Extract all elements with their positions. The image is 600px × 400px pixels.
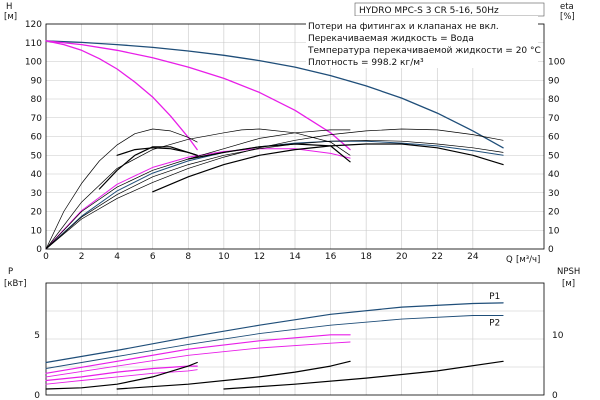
- x-tick-label: 16: [325, 252, 337, 262]
- bottom-y-right-name: NPSH: [557, 267, 580, 277]
- x-tick-label: 20: [396, 252, 408, 262]
- top-y-right-tick-label: 80: [548, 95, 560, 105]
- top-y-right-tick-label: 70: [548, 114, 560, 124]
- info-note-3: Температура перекачиваемой жидкости = 20…: [307, 46, 541, 56]
- bottom-y-right-tick-label: 10: [552, 331, 564, 341]
- top-y-left-tick-label: 80: [31, 95, 43, 105]
- top-curve-10: [45, 128, 351, 250]
- bottom-curve-8: [223, 360, 504, 390]
- top-curve-9: [45, 129, 351, 250]
- bottom-curve-6: [45, 361, 198, 390]
- bottom-y-left-tick-label: 0: [34, 391, 40, 400]
- x-axis-unit: [м³/ч]: [516, 255, 540, 265]
- top-y-right-tick-label: 50: [548, 151, 560, 161]
- x-tick-label: 14: [289, 252, 301, 262]
- x-tick-label: 0: [43, 252, 49, 262]
- series-label-p1: P1: [489, 292, 500, 302]
- bottom-curve-0: [45, 302, 504, 364]
- top-y-left-tick-label: 90: [31, 76, 43, 86]
- top-y-left-tick-label: 60: [31, 133, 43, 143]
- x-tick-label: 8: [185, 252, 191, 262]
- top-curve-2: [45, 40, 198, 151]
- top-y-left-unit: [м]: [4, 12, 17, 22]
- bottom-series-group: P1 P2: [45, 292, 504, 390]
- top-y-left-tick-label: 50: [31, 151, 43, 161]
- bottom-grid: [45, 283, 544, 395]
- top-y-right-name: eta: [560, 2, 574, 12]
- chart-title: HYDRO MPC-S 3 CR 5-16, 50Hz: [359, 6, 499, 16]
- bottom-curve-7: [116, 360, 351, 390]
- top-y-right-tick-label: 0: [548, 245, 554, 255]
- top-y-left-tick-label: 110: [25, 39, 42, 49]
- bottom-curve-2: [45, 334, 351, 374]
- x-tick-label: 10: [218, 252, 230, 262]
- x-tick-label: 24: [467, 252, 479, 262]
- top-curve-3: [45, 140, 504, 250]
- top-y-left-tick-label: 20: [31, 208, 43, 218]
- top-curve-1: [45, 40, 351, 151]
- x-tick-label: 4: [114, 252, 120, 262]
- top-curve-4: [45, 148, 351, 250]
- top-plot-frame: [45, 23, 545, 250]
- top-y-right-tick-label: 30: [548, 189, 560, 199]
- top-curve-0: [45, 40, 504, 149]
- top-curve-12: [45, 139, 504, 250]
- top-y-right-tick-label: 40: [548, 170, 560, 180]
- top-curve-7: [98, 146, 198, 190]
- top-y-left-tick-label: 30: [31, 189, 43, 199]
- x-tick-label: 12: [254, 252, 265, 262]
- bottom-curve-5: [45, 369, 198, 385]
- x-tick-label: 6: [150, 252, 156, 262]
- bottom-y-left-unit: [кВт]: [4, 279, 27, 289]
- top-y-right-tick-label: 90: [548, 76, 560, 86]
- top-curve-13: [45, 128, 504, 250]
- x-axis-name: Q: [506, 255, 513, 265]
- top-y-left-name: H: [6, 2, 12, 12]
- top-tick-labels: 0 2 4 6 8 10 12 14 16 18 20 22 240102030405060708090…: [25, 20, 566, 262]
- bottom-y-left-name: P: [8, 267, 13, 277]
- top-curve-6: [45, 128, 198, 250]
- top-y-right-tick-label: 10: [548, 226, 560, 236]
- top-y-left-tick-label: 100: [25, 58, 42, 68]
- x-tick-label: 2: [79, 252, 85, 262]
- top-y-right-tick-label: 100: [548, 58, 565, 68]
- top-y-left-tick-label: 0: [36, 245, 42, 255]
- bottom-y-right-tick-label: 0: [552, 391, 558, 400]
- info-note-4: Плотность = 998.2 кг/м³: [308, 58, 424, 68]
- top-y-left-tick-label: 40: [31, 170, 43, 180]
- top-curve-11: [152, 143, 504, 193]
- x-tick-label: 18: [360, 252, 372, 262]
- x-tick-label: 22: [432, 252, 443, 262]
- top-y-left-tick-label: 70: [31, 114, 43, 124]
- series-label-p2: P2: [489, 319, 500, 329]
- bottom-curve-1: [45, 315, 504, 369]
- bottom-tick-labels: 0 5 0 10: [34, 331, 563, 400]
- info-note-1: Потери на фитингах и клапанах не вкл.: [308, 22, 499, 32]
- bottom-plot-frame: [45, 282, 545, 396]
- info-note-2: Перекачиваемая жидкость = Вода: [308, 34, 474, 44]
- top-curve-8: [187, 143, 351, 163]
- top-y-right-unit: [%]: [560, 12, 575, 22]
- top-y-right-tick-label: 20: [548, 208, 560, 218]
- info-background: [306, 16, 538, 68]
- bottom-y-right-unit: [м]: [562, 279, 575, 289]
- top-y-left-tick-label: 120: [25, 20, 42, 30]
- bottom-curve-3: [45, 341, 351, 378]
- top-series-group: [45, 40, 504, 250]
- bottom-y-left-tick-label: 5: [34, 331, 40, 341]
- top-y-right-tick-label: 60: [548, 133, 560, 143]
- top-y-left-tick-label: 10: [31, 226, 43, 236]
